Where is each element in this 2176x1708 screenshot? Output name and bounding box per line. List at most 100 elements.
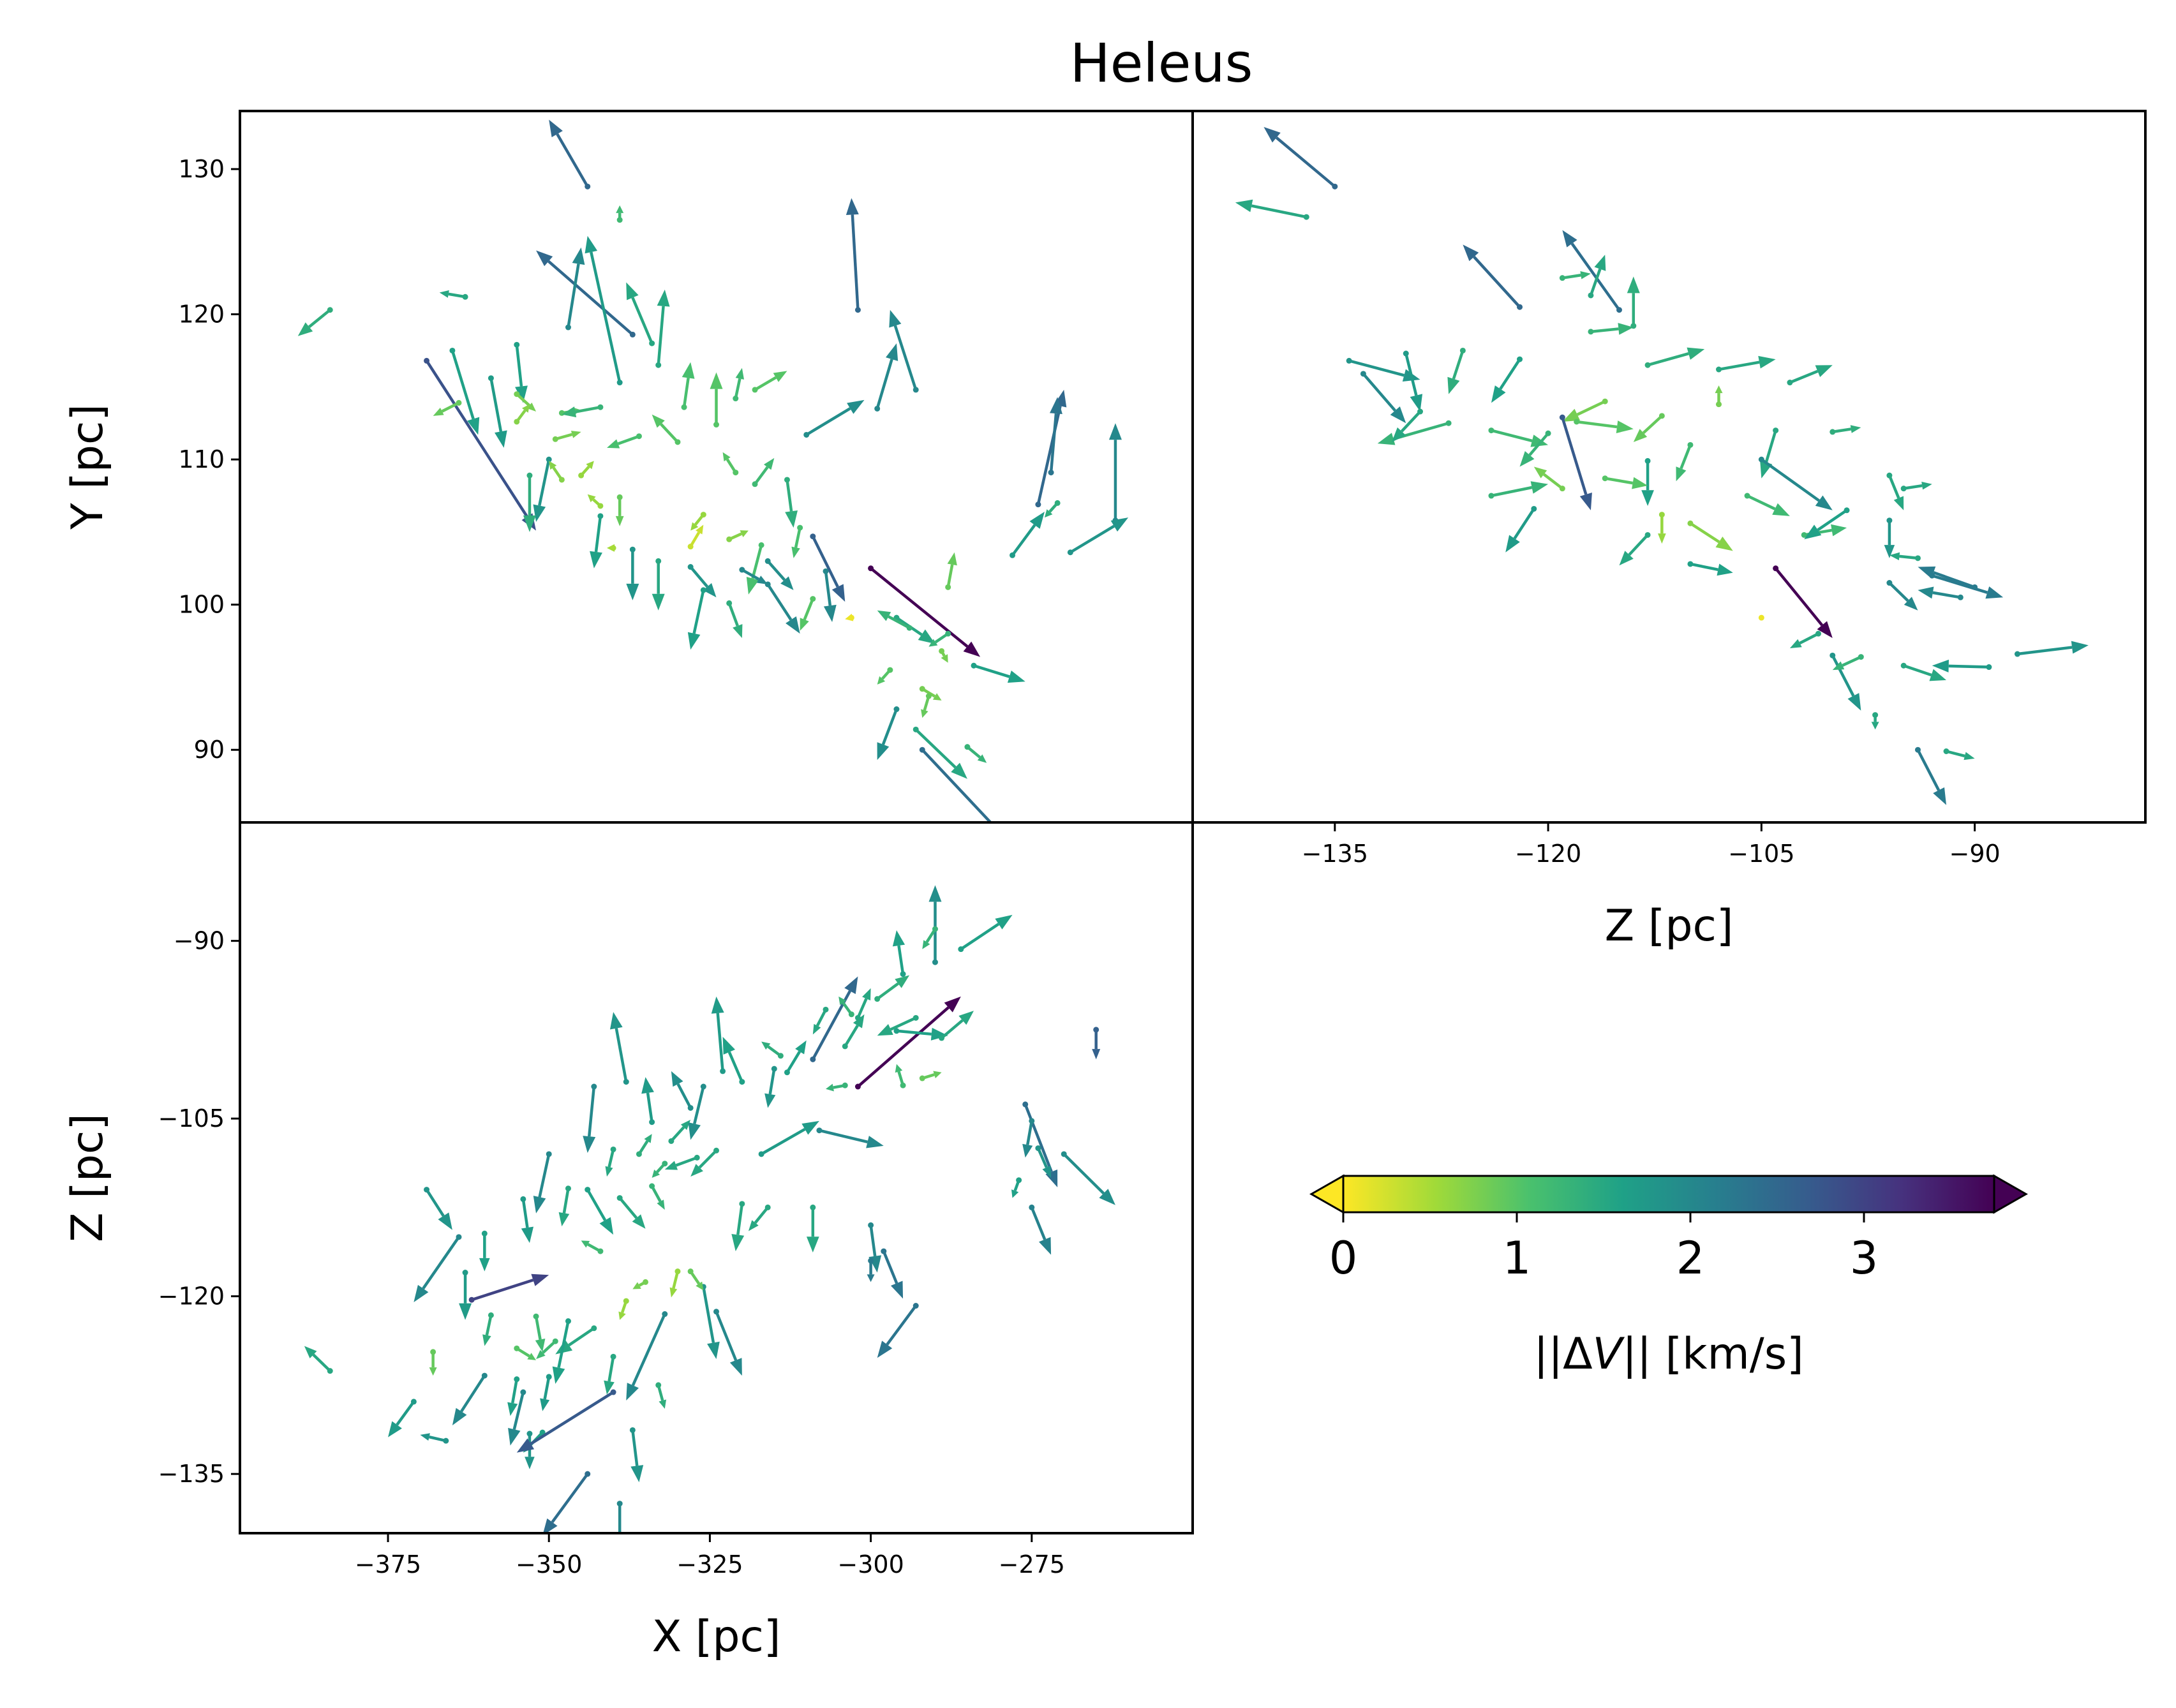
arrow-zy-22	[1715, 385, 1723, 408]
arrow-xy-7	[626, 282, 655, 346]
arrow-xy-33	[615, 494, 624, 526]
arrow-xy-57	[928, 630, 951, 647]
arrow-zy-5	[1588, 255, 1606, 299]
arrow-xy-32	[587, 494, 604, 509]
arrow-zy-13	[1403, 350, 1423, 412]
arrow-xy-36	[652, 558, 665, 611]
colorbar: 0 1 2 3 ||ΔV|| [km/s]	[1309, 1174, 2029, 1379]
arrow-zy-58	[1619, 531, 1651, 566]
arrow-zy-27	[1760, 427, 1779, 479]
arrow-xy-40	[764, 581, 800, 634]
arrows-zy	[1235, 127, 2089, 805]
arrow-xy-31	[578, 461, 594, 479]
arrow-xy-30	[549, 461, 565, 483]
arrow-xz-15	[700, 1284, 720, 1360]
arrow-xz-1	[543, 1471, 591, 1533]
xtick-label-xz: −375	[355, 1550, 421, 1578]
arrow-xz-19	[482, 1312, 494, 1346]
arrow-xz-23	[604, 1353, 616, 1395]
arrow-xz-30	[520, 1196, 534, 1244]
arrow-xz-59	[892, 930, 906, 977]
arrow-zy-52	[1533, 466, 1565, 492]
arrow-zy-50	[1943, 748, 1975, 761]
arrow-xz-9	[507, 1376, 520, 1416]
arrow-xy-74	[687, 524, 704, 550]
arrow-xz-74	[731, 1201, 745, 1252]
arrow-xy-60	[919, 686, 942, 701]
arrow-xy-52	[823, 568, 837, 622]
arrow-xz-60	[928, 885, 942, 965]
xtick-label-xz: −275	[999, 1550, 1065, 1578]
xtick-label-zy: −120	[1515, 840, 1581, 868]
colorbar-gradient	[1342, 1175, 1995, 1214]
arrow-zy-34	[1804, 507, 1850, 540]
arrow-zy-43	[1789, 630, 1821, 648]
arrow-xz-72	[816, 1127, 884, 1148]
arrow-xy-46	[722, 452, 739, 476]
panel-frame-zy	[1191, 110, 2147, 824]
arrow-zy-25	[1676, 442, 1694, 482]
arrow-xz-17	[552, 1318, 571, 1385]
arrow-xy-8	[655, 289, 670, 368]
arrow-xy-14	[424, 357, 537, 531]
arrow-xy-34	[590, 513, 604, 568]
arrow-xy-6	[565, 247, 585, 330]
arrow-xy-42	[764, 558, 794, 590]
arrow-xz-26	[414, 1234, 462, 1302]
arrow-xz-63	[854, 996, 961, 1090]
arrow-xz-18	[533, 1313, 546, 1352]
arrow-xy-67	[939, 648, 948, 663]
arrow-zy-7	[1627, 276, 1640, 329]
arrow-zy-51	[1871, 712, 1879, 730]
arrows-xy	[297, 119, 1129, 822]
panel-frame-xz	[239, 821, 1194, 1534]
panel-zy: −135 −120 −105 −90 Z [pc]	[1191, 110, 2147, 951]
arrow-xz-41	[652, 1161, 668, 1178]
colorbar-extend-high	[1993, 1174, 2029, 1214]
arrow-zy-47	[1932, 659, 1992, 672]
arrow-xz-75	[748, 1204, 771, 1231]
arrow-xy-41	[746, 542, 764, 595]
arrow-xz-65	[838, 996, 854, 1018]
arrow-xz-28	[424, 1187, 452, 1230]
arrow-xy-66	[945, 552, 957, 590]
arrow-zy-44	[1829, 652, 1861, 711]
ytick-label-xy: 110	[178, 445, 225, 473]
arrow-zy-42	[1758, 614, 1764, 621]
xtick-label-zy: −105	[1728, 840, 1794, 868]
arrow-xz-11	[388, 1399, 417, 1437]
arrow-xy-11	[874, 343, 898, 412]
arrow-xy-70	[1044, 500, 1061, 518]
arrow-zy-9	[1715, 355, 1776, 373]
arrow-zy-4	[1559, 271, 1591, 281]
arrow-zy-37	[1886, 580, 1918, 611]
ytick-label-xy: 100	[178, 591, 225, 619]
arrow-xy-0	[549, 119, 591, 189]
arrow-xz-52	[764, 1066, 777, 1108]
arrow-xy-59	[877, 667, 893, 685]
arrow-xz-34	[632, 1279, 649, 1289]
ytick-label-xy: 120	[178, 301, 225, 329]
arrow-xy-25	[652, 414, 681, 445]
arrow-xy-69	[1048, 397, 1062, 476]
arrow-xz-5	[420, 1433, 449, 1444]
arrow-xz-44	[609, 1012, 629, 1085]
arrow-zy-55	[1505, 505, 1537, 553]
arrow-xz-33	[581, 1240, 604, 1254]
chart-title: Heleus	[1070, 32, 1253, 94]
arrow-zy-2	[1463, 244, 1523, 310]
colorbar-tick-label: 1	[1503, 1232, 1531, 1284]
arrow-xz-55	[810, 976, 858, 1062]
arrow-xy-27	[514, 404, 530, 425]
arrow-zy-46	[1900, 662, 1947, 681]
arrow-zy-24	[1641, 457, 1654, 506]
arrow-xy-5	[585, 235, 623, 386]
arrow-zy-31	[1886, 472, 1904, 510]
arrow-xz-73	[758, 1120, 819, 1157]
arrow-xz-67	[893, 1027, 948, 1041]
arrow-xy-4	[536, 250, 636, 338]
arrow-zy-8	[1644, 347, 1705, 368]
arrow-xy-16	[488, 375, 507, 448]
